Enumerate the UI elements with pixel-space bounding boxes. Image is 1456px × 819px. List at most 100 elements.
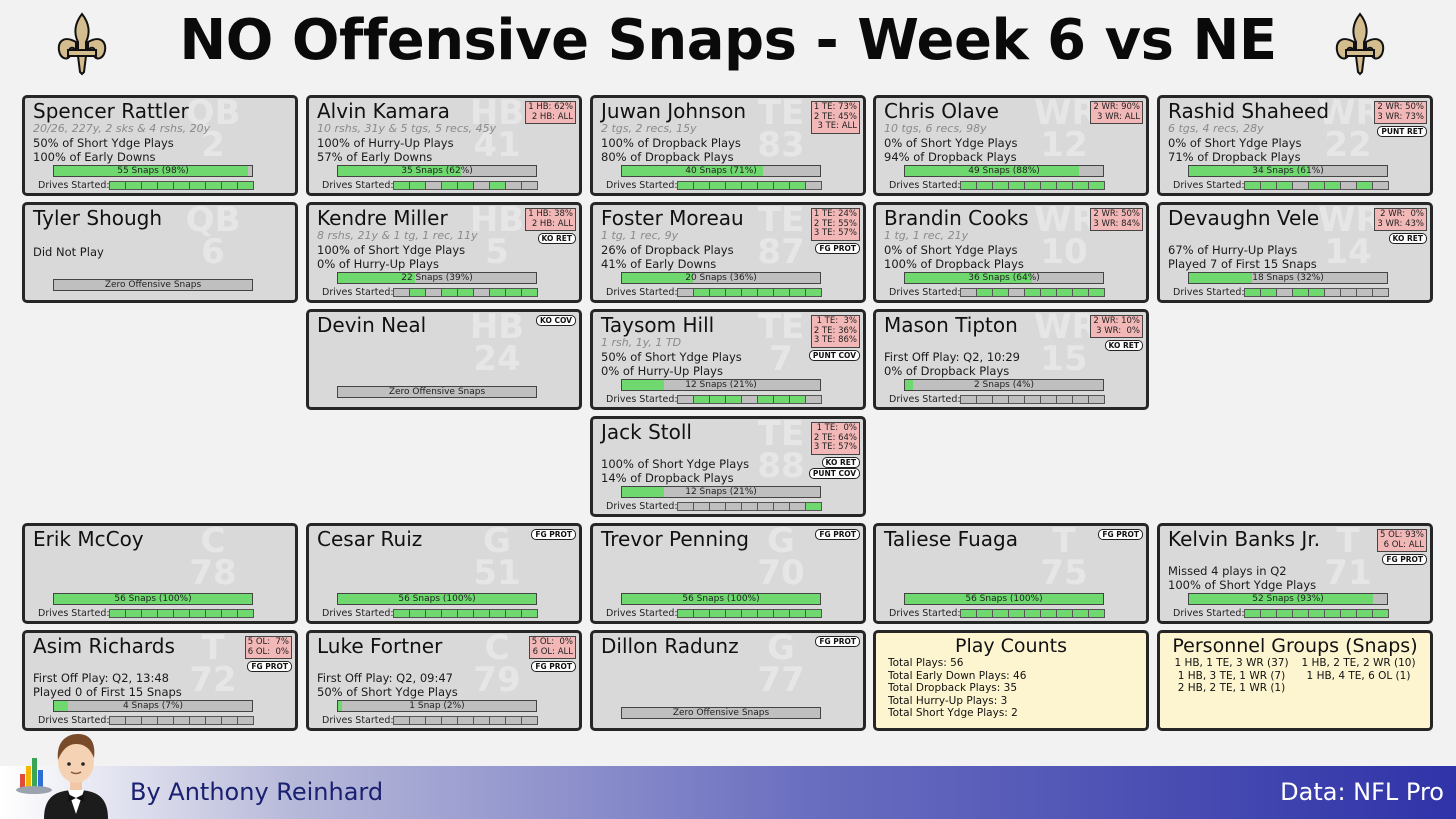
drive-cell [757,395,774,404]
jersey-number-watermark: 12 [1040,125,1088,165]
drive-cell [173,716,190,725]
drive-cell [489,716,506,725]
note-line: 0% of Dropback Plays [884,364,1010,378]
snap-bar-label: 20 Snaps (36%) [685,273,757,283]
snap-bar-label: 36 Snaps (64%) [968,273,1040,283]
drive-cell [393,716,410,725]
personnel-groups-panel: Personnel Groups (Snaps) 1 HB, 1 TE, 3 W… [1157,630,1433,731]
snap-bar: 56 Snaps (100%) [53,593,253,605]
snap-bar: 34 Snaps (61%) [1188,165,1388,177]
player-card: T 71 Kelvin Banks Jr. Missed 4 plays in Q2 1… [1157,523,1433,624]
personnel-share: 1 TE: 73% [813,102,857,112]
drive-cell [773,288,790,297]
special-teams-tag: KO RET [537,233,576,244]
player-name: Dillon Radunz [601,634,739,658]
special-teams-tag: FG PROT [815,529,860,540]
snap-bar-fill [622,594,820,604]
note-line: 80% of Dropback Plays [601,150,734,164]
position-watermark: G [767,523,795,561]
player-card: G 51 Cesar Ruiz 56 Snaps (100%) Drives Start… [306,523,582,624]
drive-cell [1340,609,1357,618]
stat-line: 10 tgs, 6 recs, 98y [884,122,987,135]
play-count-line: Total Dropback Plays: 35 [888,682,1018,694]
personnel-share-badge: 2 WR: 90% 3 WR: ALL [1090,101,1143,124]
drive-cell [709,609,726,618]
personnel-groups-title: Personnel Groups (Snaps) [1172,635,1418,657]
drives-started-strip [960,181,1105,190]
drive-cell [725,502,742,511]
drives-started-label: Drives Started: [606,608,678,619]
player-name: Brandin Cooks [884,206,1029,230]
special-teams-tag: FG PROT [815,242,860,254]
play-counts-title: Play Counts [955,635,1067,657]
drive-cell [789,288,806,297]
drive-cell [457,609,474,618]
personnel-share-badge: 1 HB: 62% 2 HB: ALL [525,101,576,124]
snap-bar: 56 Snaps (100%) [621,593,821,605]
snap-bar-label: 56 Snaps (100%) [398,594,476,604]
snap-bar: 1 Snap (2%) [337,700,537,712]
drives-started-label: Drives Started: [606,287,678,298]
special-teams-tag: PUNT RET [1377,126,1427,137]
drive-cell [725,395,742,404]
position-watermark: TE [757,202,805,240]
personnel-share: 2 TE: 36% [813,325,857,336]
stat-line: 8 rshs, 21y & 1 tg, 1 rec, 11y [317,229,478,242]
drive-cell [741,181,758,190]
drive-cell [157,181,174,190]
drive-cell [173,181,190,190]
note-line: 100% of Short Ydge Plays [601,457,750,471]
drive-cell [1356,609,1373,618]
special-teams-tag: KO RET [1104,340,1143,351]
snap-bar-label: 56 Snaps (100%) [114,594,192,604]
snap-bar-label: 56 Snaps (100%) [965,594,1043,604]
drives-started-label: Drives Started: [1173,608,1245,619]
personnel-share: 5 OL: 0% [531,637,573,647]
drive-cell [1008,395,1025,404]
jersey-number-watermark: 87 [757,232,805,272]
snap-bar-fill [1189,273,1253,283]
player-card: HB 41 Alvin Kamara 10 rshs, 31y & 5 tgs, 5 … [306,95,582,196]
personnel-share: 2 TE: 64% [813,432,857,443]
drive-cell [425,716,442,725]
drive-cell [205,609,222,618]
snap-bar-fill [54,594,252,604]
drive-cell [709,395,726,404]
player-name: Jack Stoll [601,420,692,444]
note-line: 67% of Hurry-Up Plays [1168,243,1298,257]
position-watermark: WR [1034,202,1098,240]
personnel-share-badge: 2 WR: 10% 3 WR: 0% [1090,315,1143,338]
snap-bar-fill [1189,166,1310,176]
drive-cell [1072,288,1089,297]
drive-cell [409,288,426,297]
drive-cell [1340,288,1357,297]
personnel-share-badge: 5 OL: 7% 6 OL: 0% [244,636,292,659]
player-card: G 77 Dillon Radunz Zero Offensive Snaps FG P… [590,630,866,731]
snap-bar-fill [905,594,1103,604]
position-watermark: HB [469,202,525,240]
position-watermark: QB [185,202,241,240]
drive-cell [457,288,474,297]
player-name: Kendre Miller [317,206,448,230]
drive-cell [205,716,222,725]
drives-started-strip [109,181,254,190]
drive-cell [1324,288,1341,297]
drive-cell [1356,181,1373,190]
drive-cell [677,502,694,511]
jersey-number-watermark: 22 [1324,125,1372,165]
note-line: 0% of Short Ydge Plays [884,243,1018,257]
drive-cell [757,502,774,511]
snap-bar-fill [338,594,536,604]
drive-cell [505,181,522,190]
drive-cell [789,395,806,404]
drives-started-strip [677,609,822,618]
player-name: Devin Neal [317,313,427,337]
drive-cell [1292,288,1309,297]
snap-bar-label: 49 Snaps (88%) [968,166,1040,176]
drives-started-label: Drives Started: [322,287,394,298]
drive-cell [741,288,758,297]
drive-cell [425,288,442,297]
drives-started-label: Drives Started: [38,608,110,619]
special-teams-tag: FG PROT [1098,529,1143,540]
personnel-share-badge: 1 TE: 3% 2 TE: 36% 3 TE: 86% [810,315,860,348]
